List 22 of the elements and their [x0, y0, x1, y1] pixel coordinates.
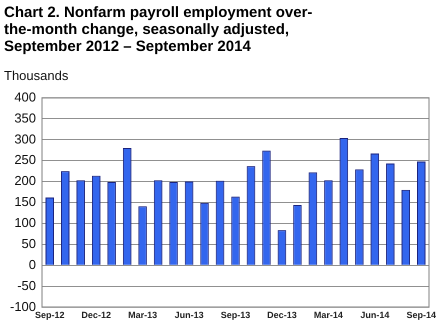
x-tick-label: Dec-12	[81, 310, 111, 320]
y-tick-label: -50	[17, 278, 36, 293]
x-tick-label: Sep-13	[220, 310, 250, 320]
x-tick-label: Mar-13	[128, 310, 158, 320]
y-tick-label: 400	[14, 89, 36, 104]
x-tick-label: Jun-14	[360, 310, 390, 320]
x-tick-label: Sep-14	[406, 310, 436, 320]
y-axis-title: Thousands	[4, 68, 68, 83]
x-tick-label: Dec-13	[267, 310, 297, 320]
y-tick-label: 350	[14, 110, 36, 126]
y-tick-label: 250	[14, 152, 36, 168]
y-tick-label: 0	[28, 256, 36, 272]
y-tick-label: -100	[10, 298, 36, 314]
y-tick-label: 150	[14, 194, 36, 210]
y-tick-label: 100	[14, 215, 36, 230]
y-tick-label: 300	[14, 131, 36, 146]
y-tick-label: 50	[22, 236, 36, 251]
chart-title: Chart 2. Nonfarm payroll employment over-the-month change, seasonally adjusted, September 2012 – September 2014	[4, 4, 314, 55]
x-tick-label: Sep-12	[35, 310, 65, 320]
y-tick-label: 200	[14, 173, 36, 188]
x-tick-label: Mar-14	[314, 310, 343, 320]
x-tick-label: Jun-13	[174, 310, 204, 320]
